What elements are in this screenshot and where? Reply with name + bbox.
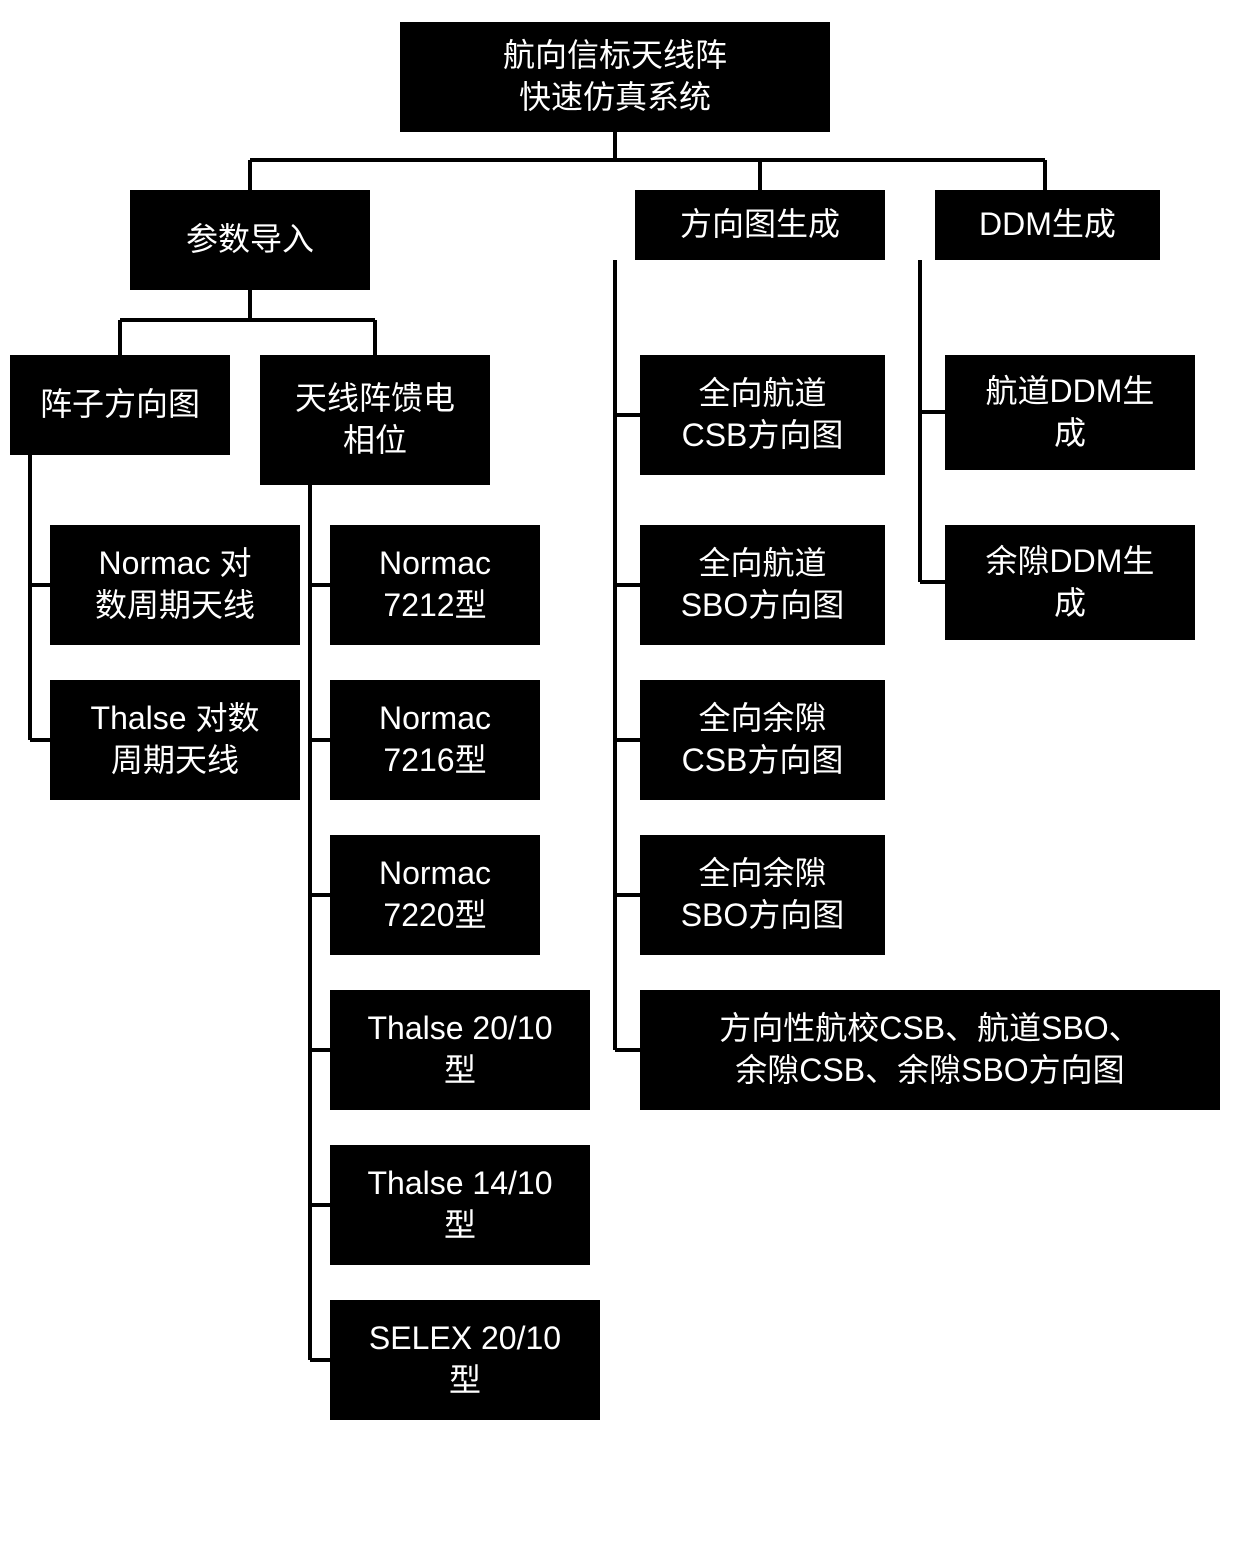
node-selex-2010: SELEX 20/10 型	[330, 1300, 600, 1420]
node-normac-7212: Normac 7212型	[330, 525, 540, 645]
node-sbo-course: 全向航道 SBO方向图	[640, 525, 885, 645]
node-ddm-clearance: 余隙DDM生 成	[945, 525, 1195, 640]
node-normac-log: Normac 对 数周期天线	[50, 525, 300, 645]
node-csb-clearance: 全向余隙 CSB方向图	[640, 680, 885, 800]
node-sbo-clearance: 全向余隙 SBO方向图	[640, 835, 885, 955]
node-ddm-course: 航道DDM生 成	[945, 355, 1195, 470]
node-root: 航向信标天线阵 快速仿真系统	[400, 22, 830, 132]
node-thalse-log: Thalse 对数 周期天线	[50, 680, 300, 800]
node-csb-course: 全向航道 CSB方向图	[640, 355, 885, 475]
node-param-import: 参数导入	[130, 190, 370, 290]
node-normac-7220: Normac 7220型	[330, 835, 540, 955]
node-ddm-gen: DDM生成	[935, 190, 1160, 260]
node-pattern-gen: 方向图生成	[635, 190, 885, 260]
node-feed-phase: 天线阵馈电 相位	[260, 355, 490, 485]
node-thalse-2010: Thalse 20/10 型	[330, 990, 590, 1110]
node-element-pattern: 阵子方向图	[10, 355, 230, 455]
node-directional-all: 方向性航校CSB、航道SBO、 余隙CSB、余隙SBO方向图	[640, 990, 1220, 1110]
node-normac-7216: Normac 7216型	[330, 680, 540, 800]
node-thalse-1410: Thalse 14/10 型	[330, 1145, 590, 1265]
